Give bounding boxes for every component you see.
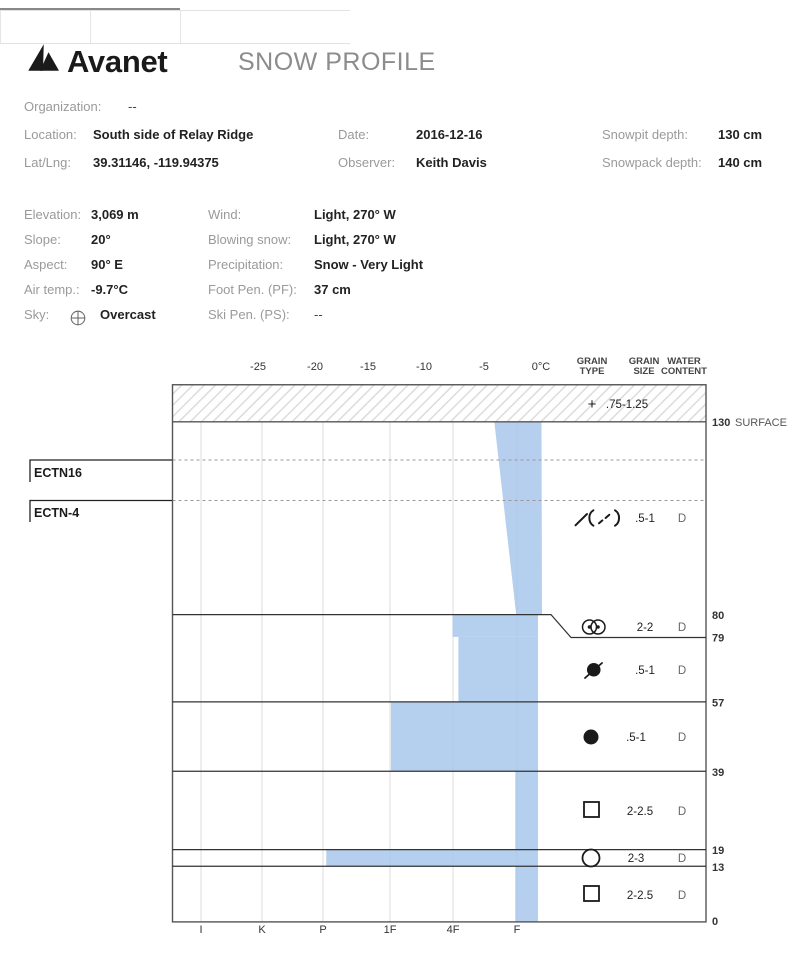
svg-text:D: D (678, 853, 686, 865)
svg-text:-10: -10 (416, 361, 432, 373)
svg-text:D: D (678, 890, 686, 902)
svg-text:SIZE: SIZE (633, 366, 654, 377)
svg-text:19: 19 (712, 845, 724, 857)
svg-text:D: D (678, 806, 686, 818)
svg-text:79: 79 (712, 633, 724, 645)
svg-text:K: K (258, 924, 266, 936)
svg-text:P: P (319, 924, 326, 936)
svg-text:80: 80 (712, 610, 724, 622)
svg-text:ECTN-4: ECTN-4 (34, 506, 79, 520)
svg-text:D: D (678, 622, 686, 634)
svg-text:1F: 1F (384, 924, 397, 936)
svg-text:2-2: 2-2 (637, 622, 654, 634)
svg-text:.75-1.25: .75-1.25 (606, 399, 648, 411)
svg-text:13: 13 (712, 862, 724, 874)
svg-text:0°C: 0°C (532, 361, 551, 373)
svg-text:-15: -15 (360, 361, 376, 373)
svg-text:2-2.5: 2-2.5 (627, 890, 653, 902)
svg-text:SURFACE: SURFACE (735, 417, 787, 429)
svg-text:CONTENT: CONTENT (661, 366, 707, 377)
svg-text:39: 39 (712, 767, 724, 779)
svg-text:-20: -20 (307, 361, 323, 373)
svg-text:TYPE: TYPE (580, 366, 605, 377)
svg-text:D: D (678, 665, 686, 677)
svg-text:.5-1: .5-1 (626, 732, 646, 744)
svg-text:F: F (514, 924, 521, 936)
svg-text:ECTN16: ECTN16 (34, 466, 82, 480)
svg-text:2-2.5: 2-2.5 (627, 806, 653, 818)
svg-text:D: D (678, 513, 686, 525)
svg-text:D: D (678, 732, 686, 744)
svg-text:130: 130 (712, 417, 730, 429)
svg-text:4F: 4F (447, 924, 460, 936)
svg-text:+: + (588, 396, 597, 413)
svg-text:.5-1: .5-1 (635, 513, 655, 525)
svg-text:-5: -5 (479, 361, 489, 373)
svg-text:57: 57 (712, 698, 724, 710)
svg-text:.5-1: .5-1 (635, 665, 655, 677)
svg-text:2-3: 2-3 (628, 853, 645, 865)
svg-text:I: I (199, 924, 202, 936)
svg-text:0: 0 (712, 916, 718, 928)
svg-text:-25: -25 (250, 361, 266, 373)
